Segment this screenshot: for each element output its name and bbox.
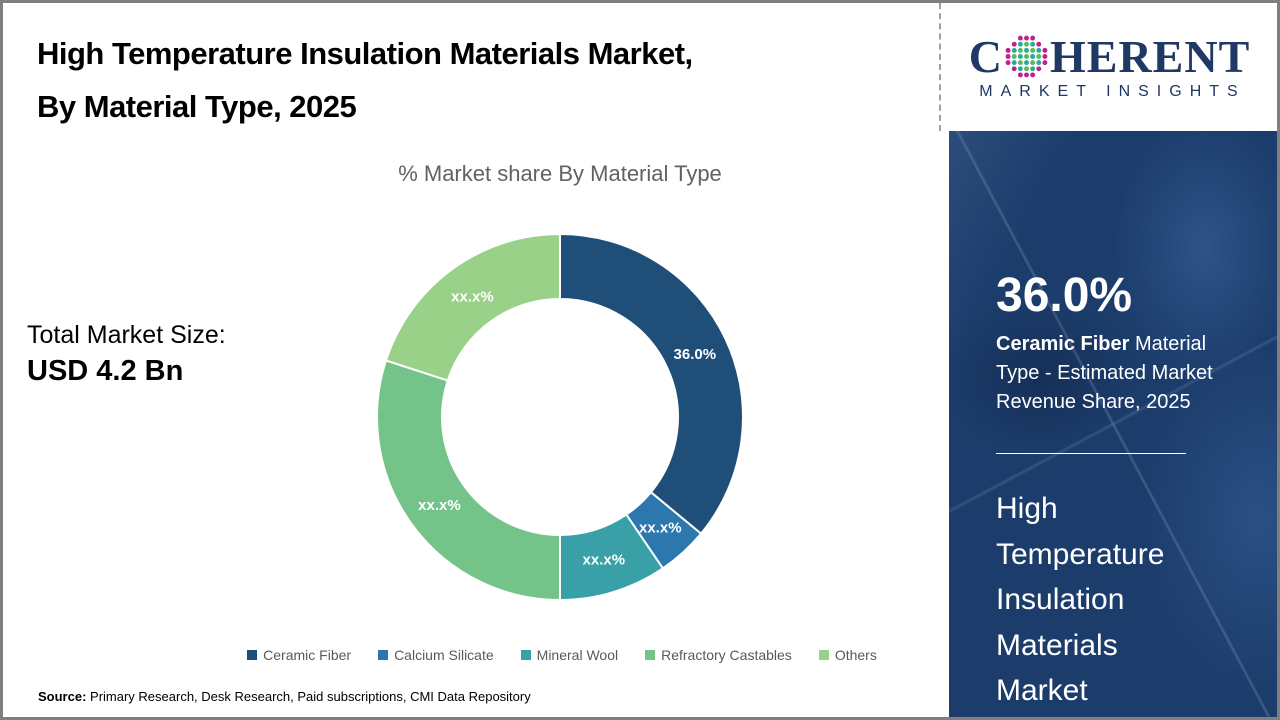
legend-item-mineral-wool: Mineral Wool xyxy=(520,647,619,663)
donut-label: xx.x% xyxy=(583,552,626,569)
legend-swatch-icon xyxy=(818,650,829,660)
market-name: High Temperature Insulation Materials Ma… xyxy=(996,492,1165,707)
chart-subtitle: % Market share By Material Type xyxy=(398,161,722,186)
donut-label: 36.0% xyxy=(674,346,717,363)
legend-label: Calcium Silicate xyxy=(394,647,494,663)
legend-label: Refractory Castables xyxy=(661,647,792,663)
legend-swatch-icon xyxy=(645,650,656,660)
total-market-size: Total Market Size: USD 4.2 Bn xyxy=(27,321,226,388)
brand-letters-herent: HERENT xyxy=(1049,30,1251,82)
legend-item-calcium-silicate: Calcium Silicate xyxy=(378,647,494,663)
legend-item-refractory-castables: Refractory Castables xyxy=(645,647,792,663)
donut-slice-refractory-castables xyxy=(376,359,561,602)
donut-label: xx.x% xyxy=(639,519,682,536)
donut-chart: 36.0% xx.x% xx.x% xx.x% xx.x% xyxy=(360,217,760,617)
legend-item-others: Others xyxy=(818,647,877,663)
legend-swatch-icon xyxy=(378,650,389,660)
donut-slice-ceramic-fiber xyxy=(559,232,744,536)
legend-swatch-icon xyxy=(247,650,258,660)
globe-dots-icon xyxy=(1005,35,1048,78)
page-title-line1: High Temperature Insulation Materials Ma… xyxy=(37,36,693,71)
panel-divider xyxy=(996,453,1186,454)
stat-description: Ceramic Fiber Material Type - Estimated … xyxy=(996,330,1238,417)
brand-tagline: MARKET INSIGHTS xyxy=(979,82,1246,100)
total-market-value: USD 4.2 Bn xyxy=(27,355,184,387)
donut-slice-others xyxy=(384,232,561,382)
legend-item-ceramic-fiber: Ceramic Fiber xyxy=(247,647,351,663)
brand-logo: C HERENT MARKET INSIGHTS xyxy=(942,3,1277,131)
page-title: High Temperature Insulation Materials Ma… xyxy=(37,27,693,133)
legend-label: Mineral Wool xyxy=(536,647,619,663)
legend-swatch-icon xyxy=(520,650,531,660)
stat-value: 36.0% xyxy=(996,269,1133,322)
dashed-separator xyxy=(939,3,941,131)
source-line: Source: Primary Research, Desk Research,… xyxy=(38,689,531,704)
brand-logo-wordmark: C HERENT xyxy=(968,30,1251,82)
donut-label: xx.x% xyxy=(418,497,461,514)
legend-label: Others xyxy=(834,647,877,663)
source-text: Primary Research, Desk Research, Paid su… xyxy=(86,689,531,704)
donut-label: xx.x% xyxy=(451,289,494,306)
brand-letter-c: C xyxy=(968,30,1003,82)
donut-chart-svg: 36.0% xx.x% xx.x% xx.x% xx.x% xyxy=(376,232,744,602)
stat-description-rest: Material Type - Estimated Market Revenue… xyxy=(996,333,1213,413)
stat-description-bold: Ceramic Fiber xyxy=(996,333,1130,355)
chart-legend: Ceramic Fiber Calcium Silicate Mineral Woo… xyxy=(3,647,1121,663)
source-label: Source: xyxy=(38,689,87,704)
legend-label: Ceramic Fiber xyxy=(263,647,352,663)
page-title-line2: By Material Type, 2025 xyxy=(37,89,357,124)
highlight-panel: 36.0% Ceramic Fiber Material Type - Esti… xyxy=(949,131,1277,717)
total-market-label: Total Market Size: xyxy=(27,321,226,349)
